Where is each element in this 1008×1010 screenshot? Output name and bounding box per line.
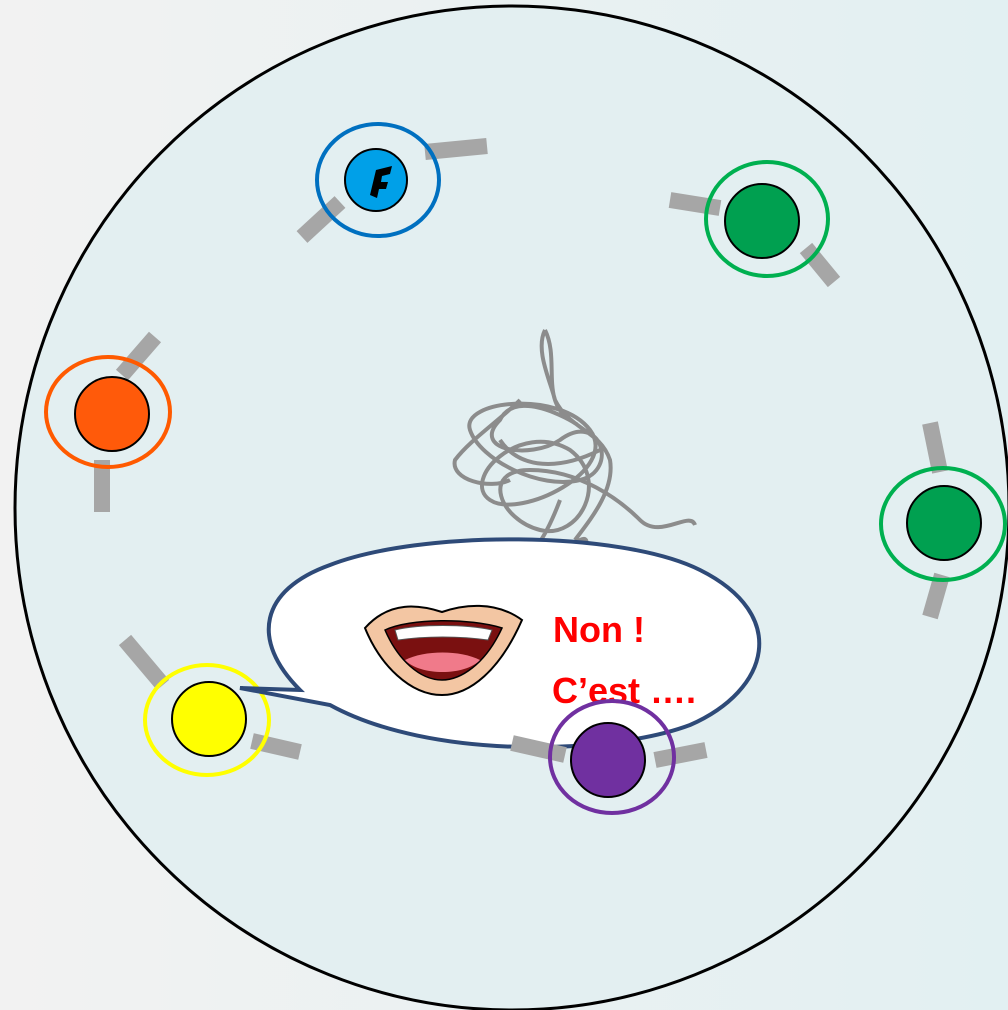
speech-line: C’est …. <box>552 670 696 711</box>
page: Non ! C’est …. (() => { const data = JSO… <box>0 0 1008 1010</box>
speech-line: Non ! <box>553 609 645 650</box>
illustration: Non ! C’est …. <box>0 0 1008 1010</box>
field-circle <box>15 6 1008 1010</box>
